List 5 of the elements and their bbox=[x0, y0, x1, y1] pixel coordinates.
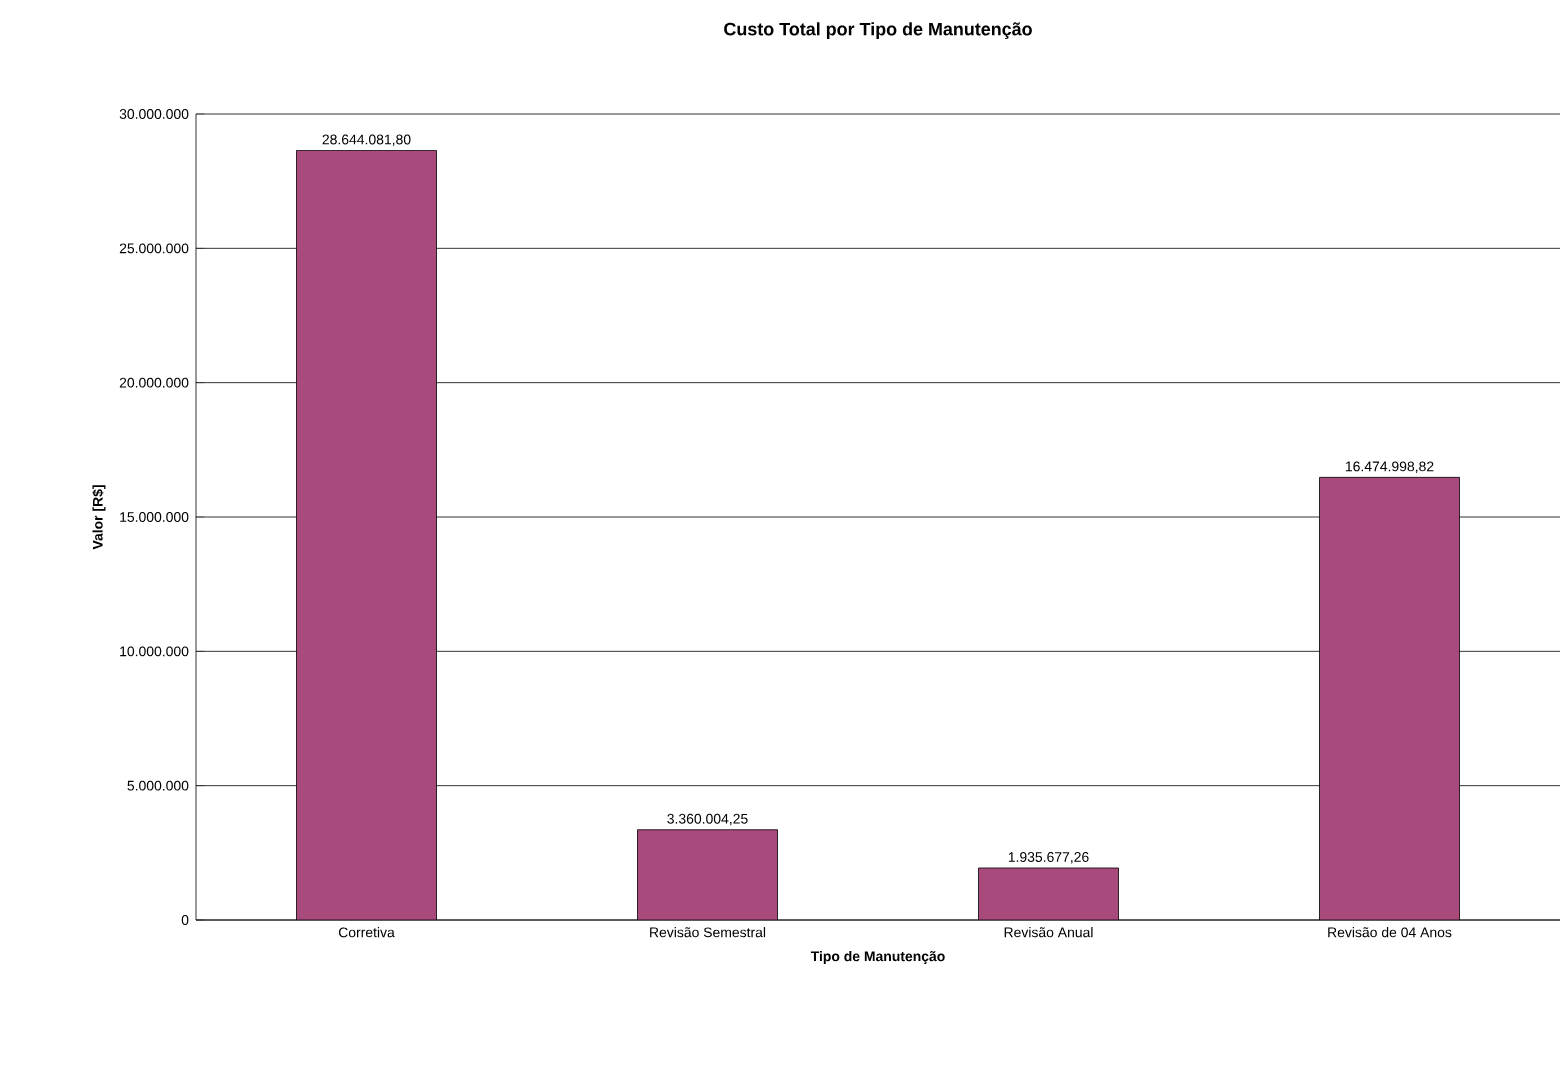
chart-title: Custo Total por Tipo de Manutenção bbox=[724, 22, 1032, 39]
bar bbox=[637, 829, 778, 920]
bar bbox=[1319, 476, 1460, 920]
bar bbox=[296, 150, 437, 920]
bar bbox=[978, 867, 1119, 920]
